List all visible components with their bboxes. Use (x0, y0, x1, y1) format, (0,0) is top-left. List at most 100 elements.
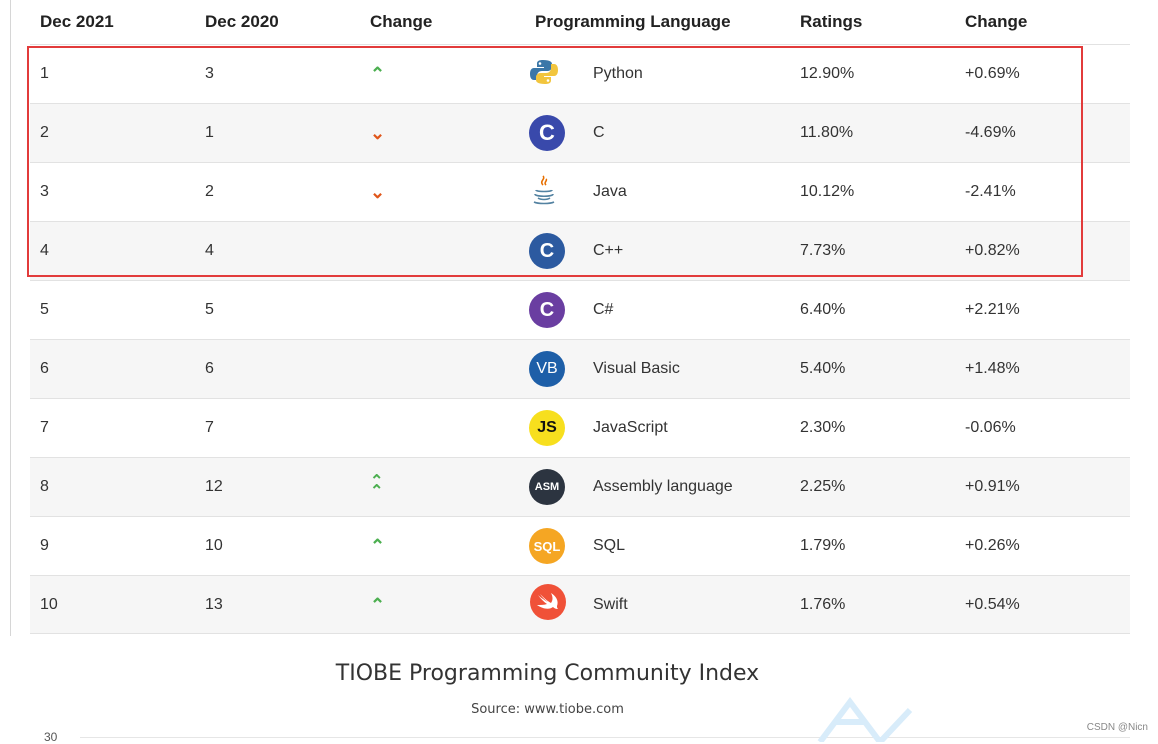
language-name: C (593, 124, 605, 141)
change-indicator: ⌄ (360, 183, 525, 201)
rating-change: -0.06% (965, 419, 1016, 436)
language-logo: C (525, 233, 593, 269)
arrow-down-icon: ⌄ (370, 123, 386, 143)
rank-current: 3 (40, 183, 49, 200)
table-row[interactable]: 5 5 C C# 6.40% +2.21% (30, 280, 1130, 339)
rating-change: +0.69% (965, 65, 1020, 82)
change-indicator: ⌃ (360, 537, 525, 555)
language-name: Visual Basic (593, 360, 680, 377)
python-logo-icon (529, 57, 559, 92)
rating-value: 1.76% (800, 595, 846, 613)
c-logo-icon: C (529, 292, 565, 328)
rank-previous: 5 (205, 301, 214, 318)
rating-change: -4.69% (965, 124, 1016, 141)
y-axis-tick: 30 (44, 730, 58, 744)
language-logo: SQL (525, 528, 593, 564)
arrow-up-icon: ⌃ (370, 594, 386, 615)
language-logo: JS (525, 410, 593, 446)
change-indicator: ⌄ (360, 124, 525, 142)
rank-previous: 6 (205, 360, 214, 377)
table-row[interactable]: 7 7 JS JavaScript 2.30% -0.06% (30, 398, 1130, 457)
header-language[interactable]: Programming Language (535, 12, 731, 31)
rating-value: 2.25% (800, 478, 846, 495)
rating-value: 11.80% (800, 124, 854, 141)
rank-previous: 13 (205, 595, 223, 613)
language-name: JavaScript (593, 419, 668, 436)
rank-current: 5 (40, 301, 49, 318)
language-name: SQL (593, 537, 626, 554)
rank-current: 1 (40, 65, 49, 82)
rank-previous: 4 (205, 242, 214, 259)
chart-title: TIOBE Programming Community Index (335, 661, 760, 686)
table-row[interactable]: 4 4 C C++ 7.73% +0.82% (30, 221, 1130, 280)
ranking-table: Dec 2021 Dec 2020 Change Programming Lan… (30, 0, 1130, 634)
arrow-up-icon: ⌃ (370, 536, 386, 556)
rating-change: +0.82% (965, 242, 1020, 259)
rank-current: 7 (40, 419, 49, 436)
table-row[interactable]: 1 3 ⌃ Python 12.90% +0.69% (30, 44, 1130, 103)
rank-previous: 2 (205, 183, 214, 200)
rank-current: 8 (40, 478, 49, 495)
table-body: 1 3 ⌃ Python 12.90% +0.69% 2 1 ⌄ C C 11.80% -4.69% 3 2… (30, 44, 1130, 634)
language-logo (525, 173, 593, 212)
language-logo: C (525, 115, 593, 151)
language-logo (525, 57, 593, 92)
rating-value: 5.40% (800, 360, 846, 377)
rating-value: 7.73% (800, 242, 846, 259)
rating-change: +2.21% (965, 301, 1020, 318)
rating-value: 6.40% (800, 301, 846, 318)
language-name: C++ (593, 242, 624, 259)
chart-gridline (80, 737, 1130, 738)
language-name: Python (593, 65, 643, 82)
rank-current: 4 (40, 242, 49, 259)
language-logo: ASM (525, 469, 593, 505)
table-header: Dec 2021 Dec 2020 Change Programming Lan… (30, 0, 1130, 44)
rank-current: 2 (40, 124, 49, 141)
language-logo: C (525, 292, 593, 328)
change-indicator: ⌃ (360, 596, 525, 614)
language-name: C# (593, 301, 614, 318)
language-name: Assembly language (593, 478, 733, 495)
double-arrow-up-icon: ⌃ ⌃ (370, 473, 384, 500)
change-indicator: ⌃ ⌃ (360, 473, 525, 500)
arrow-up-icon: ⌃ (370, 64, 386, 84)
rating-value: 12.90% (800, 65, 855, 82)
table-row[interactable]: 6 6 VB Visual Basic 5.40% +1.48% (30, 339, 1130, 398)
rating-change: +1.48% (965, 360, 1020, 377)
table-row[interactable]: 8 12 ⌃ ⌃ ASM Assembly language 2.25% +0.91% (30, 457, 1130, 516)
rank-previous: 10 (205, 537, 223, 554)
table-row[interactable]: 10 13 ⌃ Swift 1.76% +0.54% (30, 575, 1130, 634)
language-logo: VB (525, 351, 593, 387)
header-ratings[interactable]: Ratings (800, 12, 863, 31)
rank-current: 6 (40, 360, 49, 377)
table-row[interactable]: 2 1 ⌄ C C 11.80% -4.69% (30, 103, 1130, 162)
header-change[interactable]: Change (370, 12, 433, 31)
rating-value: 1.79% (800, 537, 846, 554)
language-name: Swift (593, 595, 628, 613)
language-logo (525, 583, 593, 626)
javascript-logo-icon: JS (529, 410, 565, 446)
watermark-logo (817, 697, 913, 742)
header-dec-2020[interactable]: Dec 2020 (205, 12, 279, 31)
rating-value: 2.30% (800, 419, 846, 436)
sql-logo-icon: SQL (529, 528, 565, 564)
table-row[interactable]: 3 2 ⌄ Java 10.12% -2.41% (30, 162, 1130, 221)
watermark-text: CSDN @Nicn (1086, 722, 1148, 733)
rating-change: -2.41% (965, 183, 1016, 200)
java-logo-icon (529, 173, 559, 212)
header-rating-change[interactable]: Change (965, 12, 1028, 31)
rating-change: +0.91% (965, 478, 1020, 495)
arrow-down-icon: ⌄ (370, 182, 386, 202)
assembly-language-logo-icon: ASM (529, 469, 565, 505)
header-dec-2021[interactable]: Dec 2021 (40, 12, 114, 31)
change-indicator: ⌃ (360, 65, 525, 83)
language-name: Java (593, 183, 627, 200)
table-row[interactable]: 9 10 ⌃ SQL SQL 1.79% +0.26% (30, 516, 1130, 575)
left-border-line (10, 0, 11, 636)
rank-current: 9 (40, 537, 49, 554)
rank-previous: 1 (205, 124, 214, 141)
rank-previous: 3 (205, 65, 214, 82)
rank-previous: 7 (205, 419, 214, 436)
visual-basic-logo-icon: VB (529, 351, 565, 387)
rank-previous: 12 (205, 478, 223, 495)
